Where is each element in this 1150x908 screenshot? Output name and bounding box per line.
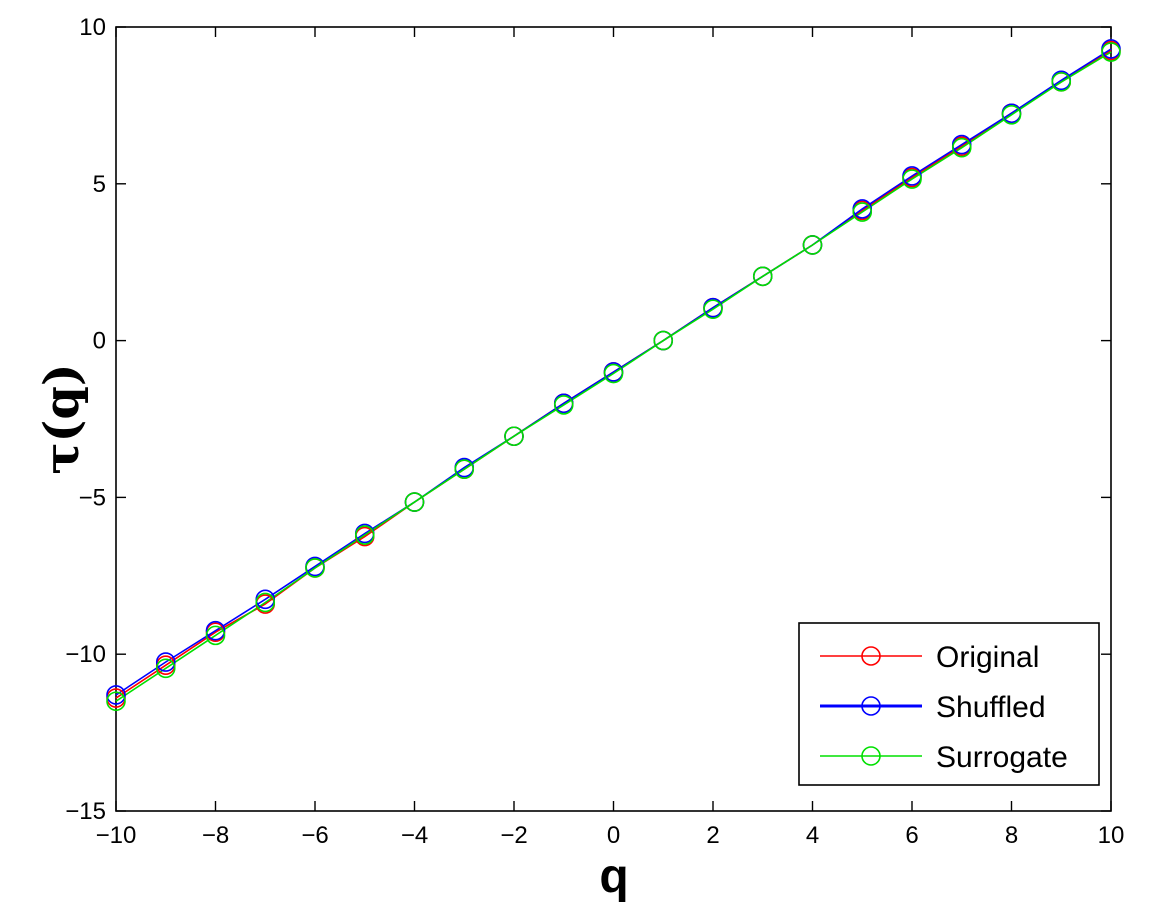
- x-tick-label: −10: [96, 822, 137, 849]
- legend-box: [798, 622, 1100, 786]
- y-tick-label: 10: [79, 14, 106, 41]
- point-surrogate: [902, 169, 922, 189]
- x-tick-label: −4: [401, 822, 428, 849]
- y-tick-label: −5: [79, 484, 106, 511]
- point-surrogate: [155, 658, 176, 679]
- legend-label-original: Original: [936, 641, 1039, 674]
- point-shuffled: [155, 652, 176, 672]
- point-surrogate: [205, 625, 226, 646]
- point-surrogate: [752, 266, 773, 287]
- series-line-shuffled: [115, 48, 1112, 696]
- point-shuffled: [205, 620, 226, 641]
- series-lines: [115, 48, 1112, 702]
- point-surrogate: [1051, 72, 1072, 92]
- legend-marker-surrogate: [861, 746, 881, 766]
- x-tick-label: −8: [202, 822, 229, 849]
- point-surrogate: [454, 459, 475, 479]
- axis-ticks: [115, 26, 1112, 812]
- point-surrogate: [504, 426, 524, 447]
- series-line-surrogate: [115, 51, 1112, 702]
- point-surrogate: [951, 137, 972, 158]
- point-surrogate: [603, 363, 624, 384]
- point-surrogate: [1001, 105, 1022, 125]
- y-tick-label: −10: [65, 641, 106, 668]
- point-surrogate: [354, 525, 375, 545]
- x-tick-label: 0: [607, 822, 620, 849]
- point-shuffled: [106, 685, 126, 705]
- y-axis-label: τ(q): [34, 363, 90, 474]
- x-axis-label: q: [599, 850, 628, 903]
- point-surrogate: [653, 330, 674, 351]
- y-tick-label: 5: [93, 171, 106, 198]
- y-tick-label: 0: [93, 328, 106, 355]
- point-surrogate: [553, 395, 574, 415]
- point-surrogate: [802, 235, 823, 255]
- series-markers: [106, 39, 1121, 712]
- legend-label-surrogate: Surrogate: [936, 741, 1068, 774]
- legend-label-shuffled: Shuffled: [936, 691, 1046, 724]
- point-surrogate: [404, 492, 425, 512]
- point-surrogate: [1101, 42, 1121, 62]
- point-surrogate: [305, 558, 325, 578]
- x-tick-label: 8: [1005, 822, 1018, 849]
- x-tick-label: 2: [706, 822, 719, 849]
- x-tick-label: 4: [806, 822, 819, 849]
- point-surrogate: [106, 691, 126, 712]
- point-surrogate: [703, 299, 723, 320]
- y-tick-label: −15: [65, 798, 106, 825]
- point-surrogate: [852, 202, 873, 222]
- x-tick-label: 10: [1098, 822, 1125, 849]
- legend-marker-shuffled: [861, 696, 881, 716]
- x-tick-label: 6: [905, 822, 918, 849]
- point-surrogate: [255, 592, 276, 613]
- x-tick-label: −2: [500, 822, 527, 849]
- legend-marker-original: [861, 646, 881, 666]
- x-tick-label: −6: [301, 822, 328, 849]
- legend: Original Shuffled Surrogate: [798, 622, 1100, 786]
